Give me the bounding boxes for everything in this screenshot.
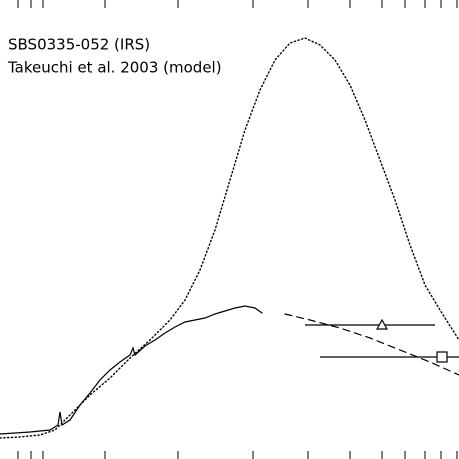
line [0,37,459,439]
marker [436,351,448,363]
line [0,305,263,435]
line [284,313,459,376]
marker [375,318,389,330]
legend-entry: Takeuchi et al. 2003 (model) [7,59,222,77]
legend-entry: SBS0335-052 (IRS) [8,36,150,54]
